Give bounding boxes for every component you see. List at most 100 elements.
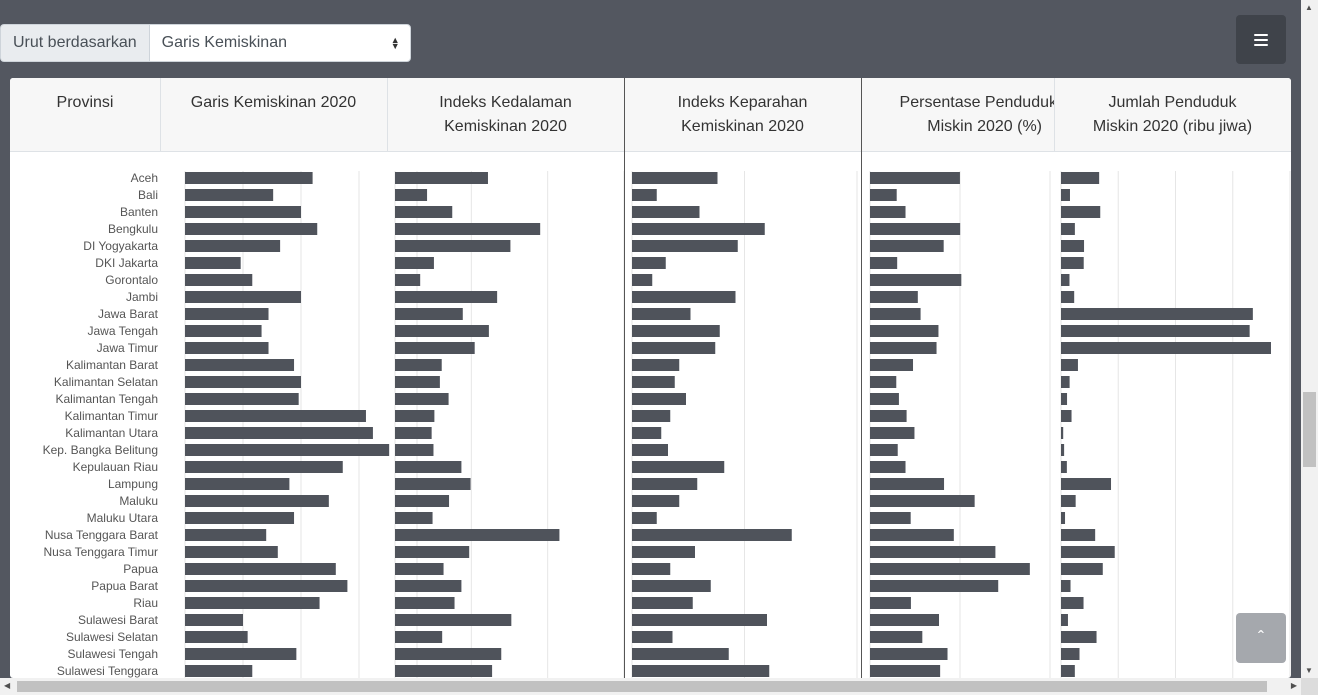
bar-1-13[interactable] xyxy=(185,376,301,388)
bar-5-4[interactable] xyxy=(1061,223,1075,235)
bar-2-7[interactable] xyxy=(395,274,421,286)
bar-3-27[interactable] xyxy=(632,614,767,626)
bar-4-19[interactable] xyxy=(870,478,945,490)
bar-4-10[interactable] xyxy=(870,325,939,337)
bar-5-21[interactable] xyxy=(1061,512,1066,524)
bar-2-19[interactable] xyxy=(395,478,471,490)
scroll-down-arrow-icon[interactable]: ▼ xyxy=(1305,666,1313,675)
bar-4-17[interactable] xyxy=(870,444,898,456)
bar-5-6[interactable] xyxy=(1061,257,1084,269)
bar-1-15[interactable] xyxy=(185,410,366,422)
bar-4-12[interactable] xyxy=(870,359,914,371)
bar-3-21[interactable] xyxy=(632,512,657,524)
bar-3-2[interactable] xyxy=(632,189,657,201)
bar-4-11[interactable] xyxy=(870,342,937,354)
bar-5-19[interactable] xyxy=(1061,478,1112,490)
bar-1-6[interactable] xyxy=(185,257,241,269)
bar-4-22[interactable] xyxy=(870,529,954,541)
bar-2-27[interactable] xyxy=(395,614,512,626)
bar-5-27[interactable] xyxy=(1061,614,1068,626)
bar-1-26[interactable] xyxy=(185,597,320,609)
bar-5-29[interactable] xyxy=(1061,648,1080,660)
bar-2-1[interactable] xyxy=(395,172,488,184)
bar-5-28[interactable] xyxy=(1061,631,1097,643)
bar-5-12[interactable] xyxy=(1061,359,1078,371)
bar-5-23[interactable] xyxy=(1061,546,1115,558)
bar-2-26[interactable] xyxy=(395,597,455,609)
scroll-to-top-button[interactable]: ˆ xyxy=(1236,613,1286,663)
bar-2-3[interactable] xyxy=(395,206,453,218)
bar-3-28[interactable] xyxy=(632,631,673,643)
bar-4-26[interactable] xyxy=(870,597,911,609)
bar-5-30[interactable] xyxy=(1061,665,1075,677)
bar-3-15[interactable] xyxy=(632,410,671,422)
bar-1-29[interactable] xyxy=(185,648,297,660)
bar-5-20[interactable] xyxy=(1061,495,1076,507)
bar-1-8[interactable] xyxy=(185,291,301,303)
bar-5-5[interactable] xyxy=(1061,240,1085,252)
bar-2-17[interactable] xyxy=(395,444,434,456)
bar-3-1[interactable] xyxy=(632,172,718,184)
bar-5-11[interactable] xyxy=(1061,342,1271,354)
bar-5-8[interactable] xyxy=(1061,291,1075,303)
bar-4-20[interactable] xyxy=(870,495,975,507)
scroll-right-arrow-icon[interactable]: ▶ xyxy=(1290,681,1297,690)
bar-2-15[interactable] xyxy=(395,410,435,422)
bar-5-26[interactable] xyxy=(1061,597,1084,609)
bar-3-8[interactable] xyxy=(632,291,736,303)
bar-4-28[interactable] xyxy=(870,631,923,643)
bar-3-12[interactable] xyxy=(632,359,680,371)
bar-5-15[interactable] xyxy=(1061,410,1072,422)
bar-4-8[interactable] xyxy=(870,291,918,303)
bar-2-29[interactable] xyxy=(395,648,502,660)
bar-1-21[interactable] xyxy=(185,512,295,524)
bar-1-28[interactable] xyxy=(185,631,248,643)
bar-3-9[interactable] xyxy=(632,308,691,320)
bar-2-9[interactable] xyxy=(395,308,463,320)
bar-1-24[interactable] xyxy=(185,563,336,575)
bar-5-18[interactable] xyxy=(1061,461,1067,473)
bar-4-23[interactable] xyxy=(870,546,996,558)
bar-1-23[interactable] xyxy=(185,546,278,558)
bar-5-7[interactable] xyxy=(1061,274,1070,286)
bar-5-3[interactable] xyxy=(1061,206,1101,218)
bar-5-2[interactable] xyxy=(1061,189,1070,201)
vertical-scroll-thumb[interactable] xyxy=(1303,392,1316,467)
bar-2-24[interactable] xyxy=(395,563,444,575)
bar-1-11[interactable] xyxy=(185,342,269,354)
bar-3-20[interactable] xyxy=(632,495,680,507)
bar-4-7[interactable] xyxy=(870,274,962,286)
bar-2-10[interactable] xyxy=(395,325,489,337)
bar-4-4[interactable] xyxy=(870,223,961,235)
bar-4-27[interactable] xyxy=(870,614,939,626)
bar-4-18[interactable] xyxy=(870,461,906,473)
bar-5-9[interactable] xyxy=(1061,308,1253,320)
bar-3-18[interactable] xyxy=(632,461,725,473)
bar-2-14[interactable] xyxy=(395,393,449,405)
bar-1-9[interactable] xyxy=(185,308,269,320)
bar-1-25[interactable] xyxy=(185,580,348,592)
bar-4-24[interactable] xyxy=(870,563,1030,575)
bar-2-2[interactable] xyxy=(395,189,428,201)
bar-4-25[interactable] xyxy=(870,580,999,592)
bar-2-21[interactable] xyxy=(395,512,433,524)
bar-3-13[interactable] xyxy=(632,376,675,388)
bar-4-1[interactable] xyxy=(870,172,960,184)
bar-2-13[interactable] xyxy=(395,376,440,388)
bar-4-15[interactable] xyxy=(870,410,907,422)
bar-4-16[interactable] xyxy=(870,427,915,439)
bar-3-4[interactable] xyxy=(632,223,765,235)
bar-4-13[interactable] xyxy=(870,376,897,388)
bar-3-6[interactable] xyxy=(632,257,666,269)
bar-1-4[interactable] xyxy=(185,223,318,235)
bar-3-29[interactable] xyxy=(632,648,729,660)
bar-3-14[interactable] xyxy=(632,393,686,405)
sort-select[interactable]: Garis Kemiskinan ▲ ▼ xyxy=(148,24,411,62)
bar-5-1[interactable] xyxy=(1061,172,1100,184)
bar-1-17[interactable] xyxy=(185,444,390,456)
bar-4-6[interactable] xyxy=(870,257,898,269)
bar-3-23[interactable] xyxy=(632,546,695,558)
bar-5-10[interactable] xyxy=(1061,325,1250,337)
bar-5-24[interactable] xyxy=(1061,563,1103,575)
bar-4-29[interactable] xyxy=(870,648,948,660)
